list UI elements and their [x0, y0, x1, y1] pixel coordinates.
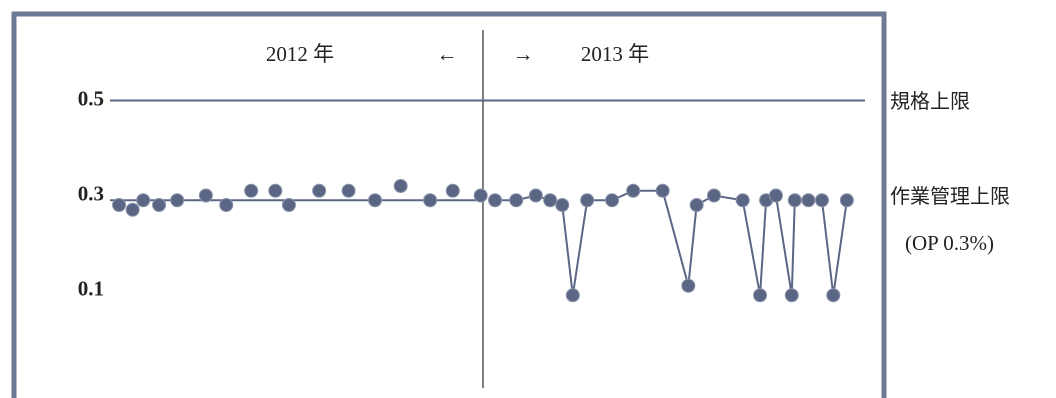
- data-point: [423, 193, 438, 208]
- data-point: [707, 188, 721, 203]
- data-point: [170, 193, 185, 208]
- y-tick-label: 0.3: [78, 181, 104, 205]
- data-point: [543, 193, 558, 208]
- data-point: [784, 288, 799, 303]
- data-point: [753, 288, 768, 303]
- data-point: [681, 278, 696, 293]
- data-point: [839, 193, 854, 208]
- data-point: [801, 193, 816, 208]
- data-point: [268, 183, 283, 198]
- data-point: [488, 193, 503, 208]
- data-point: [814, 193, 829, 208]
- data-point: [112, 198, 127, 212]
- annotation: 2013 年: [581, 42, 649, 66]
- data-point: [826, 288, 841, 303]
- data-point: [689, 198, 704, 212]
- data-point: [125, 202, 140, 217]
- data-point: [198, 188, 213, 203]
- data-point: [655, 183, 670, 198]
- reference-label: 作業管理上限: [890, 184, 1010, 208]
- data-point: [445, 183, 460, 198]
- data-point: [626, 183, 641, 198]
- data-point: [244, 183, 259, 198]
- data-point: [735, 193, 750, 208]
- annotation: →: [513, 42, 534, 66]
- data-point: [528, 188, 543, 203]
- data-point: [605, 193, 620, 208]
- reference-label: 規格上限: [890, 89, 970, 113]
- data-point: [281, 198, 296, 212]
- y-tick-label: 0.1: [78, 276, 104, 300]
- data-point: [136, 193, 151, 208]
- frame: [11, 11, 887, 398]
- data-point: [473, 188, 488, 203]
- data-point: [219, 198, 234, 212]
- data-point: [555, 198, 570, 212]
- annotation: 2012 年: [266, 42, 334, 66]
- data-point: [152, 198, 167, 212]
- data-point: [312, 183, 327, 198]
- reference-note: (OP 0.3%): [905, 231, 994, 255]
- data-point: [580, 193, 595, 208]
- data-point: [565, 288, 580, 303]
- data-point: [341, 183, 356, 198]
- data-point: [368, 193, 383, 208]
- y-tick-label: 0.5: [78, 86, 104, 110]
- annotation: ←: [437, 42, 458, 66]
- data-point: [768, 188, 783, 203]
- data-point: [509, 193, 524, 208]
- data-point: [787, 193, 802, 208]
- data-point: [393, 179, 408, 193]
